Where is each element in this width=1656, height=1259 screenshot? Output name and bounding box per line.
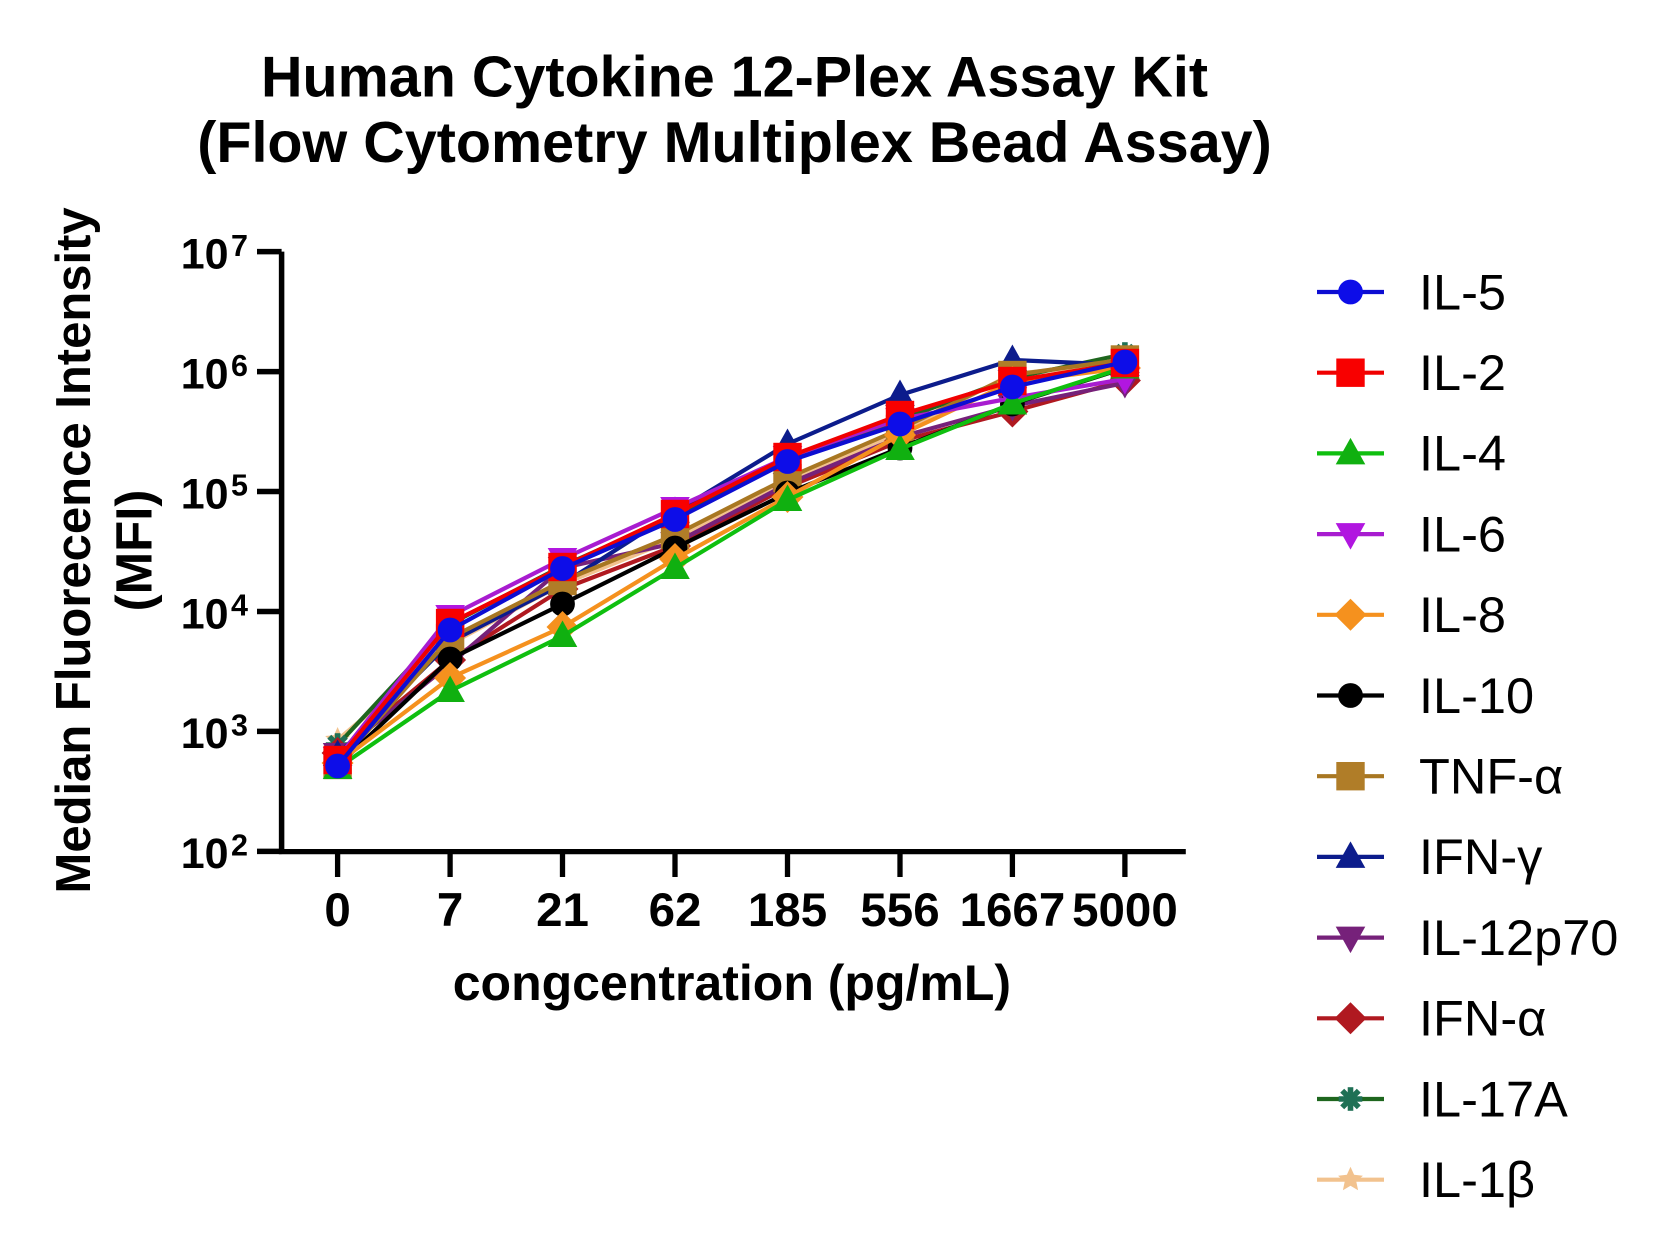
svg-text:(Flow Cytometry Multiplex Bead: (Flow Cytometry Multiplex Bead Assay) [197, 111, 1272, 175]
svg-text:IL-6: IL-6 [1419, 505, 1506, 562]
svg-text:0: 0 [324, 884, 350, 937]
svg-text:Median Fluorecence Intensity: Median Fluorecence Intensity [47, 207, 101, 893]
svg-text:IL-1β: IL-1β [1419, 1151, 1535, 1208]
svg-text:5: 5 [231, 469, 248, 503]
svg-text:IFN-γ: IFN-γ [1419, 828, 1543, 885]
svg-text:2: 2 [231, 829, 248, 863]
svg-text:IL-10: IL-10 [1419, 667, 1534, 724]
svg-text:62: 62 [649, 884, 702, 937]
svg-text:4: 4 [231, 589, 248, 623]
svg-text:IL-12p70: IL-12p70 [1419, 909, 1618, 966]
svg-text:7: 7 [437, 884, 463, 937]
svg-text:185: 185 [748, 884, 827, 937]
svg-text:5000: 5000 [1072, 884, 1178, 937]
svg-text:IL-4: IL-4 [1419, 425, 1506, 482]
svg-text:congcentration (pg/mL): congcentration (pg/mL) [453, 955, 1011, 1011]
svg-text:IL-17A: IL-17A [1419, 1070, 1568, 1127]
svg-text:7: 7 [231, 229, 248, 263]
svg-text:IL-5: IL-5 [1419, 263, 1506, 320]
svg-text:10: 10 [181, 230, 229, 278]
svg-text:IFN-α: IFN-α [1419, 990, 1546, 1047]
svg-text:3: 3 [231, 709, 248, 743]
svg-text:10: 10 [181, 710, 229, 758]
svg-text:10: 10 [181, 350, 229, 398]
svg-text:TNF-α: TNF-α [1419, 748, 1563, 805]
svg-text:10: 10 [181, 590, 229, 638]
svg-text:6: 6 [231, 349, 248, 383]
svg-text:(MFI): (MFI) [106, 490, 163, 612]
svg-text:556: 556 [860, 884, 939, 937]
svg-text:10: 10 [181, 830, 229, 878]
svg-text:Human Cytokine 12-Plex Assay K: Human Cytokine 12-Plex Assay Kit [261, 45, 1208, 109]
svg-text:IL-8: IL-8 [1419, 586, 1506, 643]
svg-text:10: 10 [181, 470, 229, 518]
svg-text:IL-2: IL-2 [1419, 344, 1506, 401]
svg-text:21: 21 [536, 884, 589, 937]
svg-text:1667: 1667 [960, 884, 1066, 937]
